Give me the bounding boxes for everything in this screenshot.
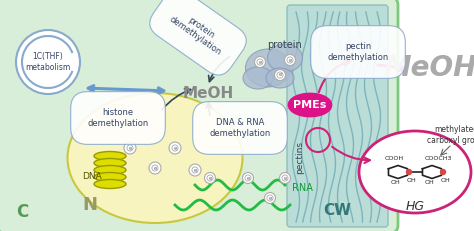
Ellipse shape (289, 94, 331, 116)
Text: N: N (82, 196, 98, 214)
Text: e: e (258, 60, 262, 64)
Text: RNA: RNA (292, 183, 313, 193)
Text: MeOH: MeOH (383, 54, 474, 82)
Circle shape (274, 70, 285, 80)
Circle shape (204, 173, 216, 183)
Circle shape (124, 142, 136, 154)
Text: e: e (283, 176, 287, 180)
Text: e: e (246, 176, 250, 180)
Text: e: e (278, 73, 282, 77)
Circle shape (169, 142, 181, 154)
Ellipse shape (94, 179, 126, 188)
Text: C: C (16, 203, 28, 221)
Text: e: e (288, 58, 292, 63)
Text: e: e (193, 167, 197, 173)
Circle shape (264, 192, 275, 204)
Circle shape (407, 170, 411, 174)
Circle shape (255, 57, 265, 67)
Text: pectin
demethylation: pectin demethylation (328, 42, 389, 62)
Text: HG: HG (405, 201, 425, 213)
Text: e: e (173, 146, 177, 151)
Text: methylated
carboxyl group: methylated carboxyl group (428, 125, 474, 145)
Circle shape (440, 170, 446, 174)
Text: pectins: pectins (295, 142, 304, 174)
Text: 1C(THF)
metabolism: 1C(THF) metabolism (26, 52, 71, 72)
Text: DNA & RNA
demethylation: DNA & RNA demethylation (210, 118, 271, 138)
Circle shape (243, 173, 254, 183)
Circle shape (189, 164, 201, 176)
Text: COOH: COOH (384, 155, 403, 161)
Circle shape (280, 173, 291, 183)
FancyBboxPatch shape (287, 5, 388, 227)
Circle shape (149, 162, 161, 174)
Text: OH: OH (407, 177, 417, 182)
Ellipse shape (267, 44, 302, 72)
Ellipse shape (266, 68, 294, 88)
Text: OH: OH (441, 179, 451, 183)
Text: PMEs: PMEs (293, 100, 327, 110)
Ellipse shape (94, 158, 126, 167)
Circle shape (284, 55, 295, 66)
Ellipse shape (67, 93, 243, 223)
Ellipse shape (246, 49, 291, 87)
Text: e: e (153, 165, 157, 170)
Text: OH: OH (425, 179, 435, 185)
Text: DNA: DNA (82, 172, 102, 181)
Text: e: e (128, 146, 132, 151)
Text: e: e (208, 176, 212, 180)
Text: protein: protein (268, 40, 302, 50)
Ellipse shape (94, 152, 126, 161)
FancyBboxPatch shape (0, 0, 398, 231)
Text: MeOH: MeOH (182, 85, 234, 100)
Text: e: e (268, 195, 272, 201)
Ellipse shape (94, 165, 126, 174)
Text: COOCH3: COOCH3 (424, 155, 452, 161)
Ellipse shape (94, 173, 126, 182)
Ellipse shape (243, 67, 273, 89)
Text: protein
demethylation: protein demethylation (167, 6, 228, 58)
Text: OH: OH (391, 179, 401, 185)
Text: CW: CW (323, 203, 351, 218)
Text: histone
demethylation: histone demethylation (87, 108, 149, 128)
Ellipse shape (359, 131, 471, 213)
Circle shape (16, 30, 80, 94)
